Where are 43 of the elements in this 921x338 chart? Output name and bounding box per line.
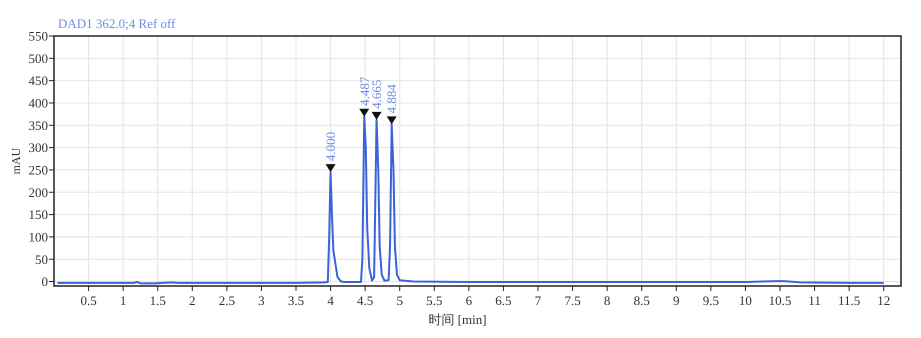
y-tick-label: 0 — [42, 274, 48, 290]
x-tick-label: 8.5 — [634, 293, 650, 308]
x-tick-label: 12 — [877, 293, 890, 308]
annotation: 4.000 — [323, 132, 338, 162]
y-tick-label: 100 — [28, 229, 48, 244]
x-tick-label: 4 — [327, 293, 334, 308]
y-tick-label: 200 — [28, 184, 48, 200]
x-tick-label: 0.5 — [80, 293, 97, 308]
y-tick-label: 350 — [28, 118, 48, 133]
annotation: 4.487 — [356, 76, 372, 106]
x-tick-label: 3.5 — [288, 293, 304, 308]
x-tick-label: 9.5 — [702, 293, 719, 308]
x-tick-label: 11 — [808, 293, 821, 308]
x-tick-label: 6.5 — [495, 293, 512, 308]
y-tick-label: 50 — [35, 252, 48, 267]
x-tick-label: 3 — [258, 293, 265, 308]
y-tick-label: 550 — [28, 28, 48, 44]
x-tick-label: 5.5 — [426, 293, 442, 308]
x-tick-label: 1 — [120, 293, 126, 308]
y-tick-label: 250 — [28, 162, 48, 178]
x-axis-title: 时间 [min] — [428, 312, 487, 327]
y-tick-label: 400 — [28, 96, 48, 111]
y-tick-label: 300 — [28, 140, 48, 156]
x-tick-label: 1.5 — [150, 293, 166, 308]
x-tick-label: 6 — [466, 293, 473, 308]
x-tick-label: 10.5 — [768, 293, 792, 308]
x-tick-label: 7 — [534, 293, 542, 308]
y-tick-label: 500 — [28, 50, 48, 66]
x-tick-label: 7.5 — [564, 293, 581, 308]
annotation: 4.665 — [369, 80, 384, 109]
y-tick-label: 450 — [28, 73, 48, 88]
x-tick-label: 4.5 — [357, 293, 374, 308]
x-tick-label: 10 — [738, 293, 752, 308]
x-tick-label: 9 — [673, 293, 680, 308]
chart-title: DAD1 362.0;4 Ref off — [58, 16, 176, 31]
annotation: 4.884 — [384, 84, 400, 114]
y-axis-title: mAU — [9, 147, 23, 174]
x-tick-label: 2.5 — [218, 293, 235, 308]
y-tick-label: 150 — [28, 207, 48, 222]
x-tick-label: 2 — [189, 293, 196, 308]
x-tick-label: 8 — [604, 293, 610, 308]
x-tick-label: 5 — [396, 293, 403, 308]
x-tick-label: 11.5 — [838, 293, 860, 308]
